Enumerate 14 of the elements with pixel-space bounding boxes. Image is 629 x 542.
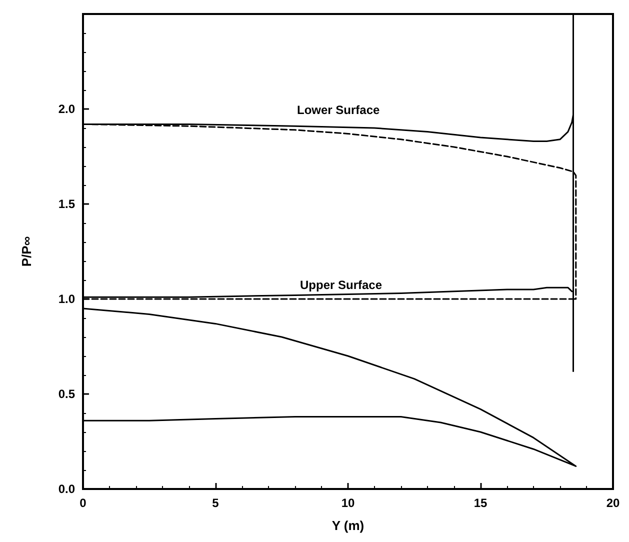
x-tick-label: 10 <box>341 496 355 510</box>
annotation: Upper Surface <box>300 278 382 292</box>
y-tick-label: 0.5 <box>58 387 76 401</box>
x-tick-label: 20 <box>606 496 620 510</box>
x-axis-title: Y (m) <box>332 518 364 533</box>
x-tick-label: 5 <box>212 496 220 510</box>
y-tick-label: 2.0 <box>58 102 76 116</box>
y-axis-title: P/P∞ <box>19 236 34 267</box>
x-tick-label: 0 <box>80 496 87 510</box>
y-tick-label: 1.5 <box>58 197 76 211</box>
y-tick-label: 0.0 <box>58 482 76 496</box>
x-tick-label: 15 <box>474 496 488 510</box>
annotation: Lower Surface <box>296 103 380 117</box>
y-tick-label: 1.0 <box>58 292 76 306</box>
